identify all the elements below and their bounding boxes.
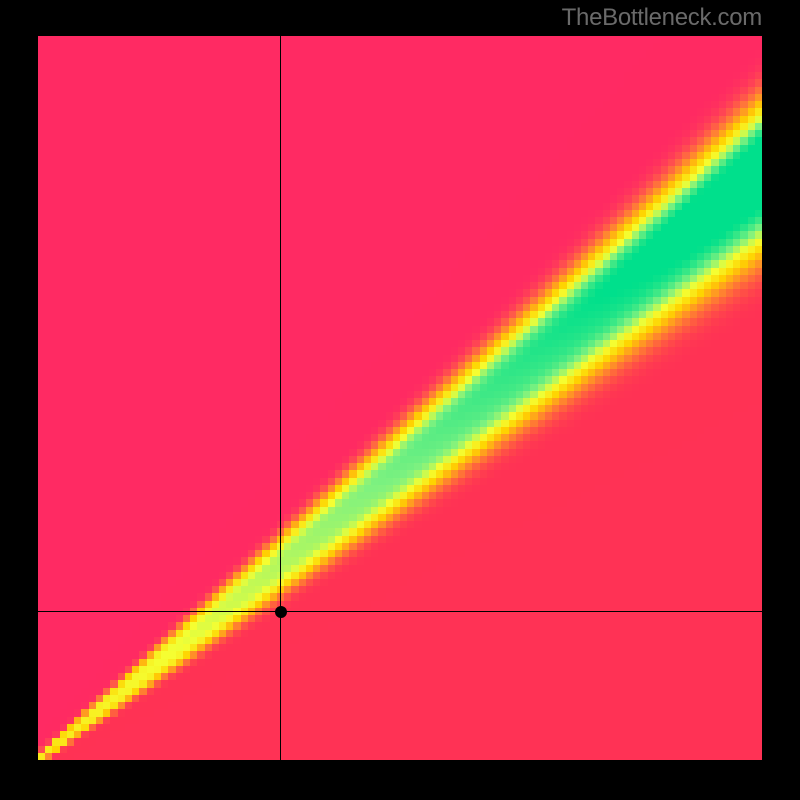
crosshair-vertical	[280, 36, 281, 760]
watermark-text: TheBottleneck.com	[562, 4, 762, 32]
crosshair-horizontal	[38, 611, 762, 612]
root-container: TheBottleneck.com	[0, 0, 800, 800]
selection-marker-dot	[275, 606, 287, 618]
bottleneck-heatmap	[38, 36, 762, 760]
